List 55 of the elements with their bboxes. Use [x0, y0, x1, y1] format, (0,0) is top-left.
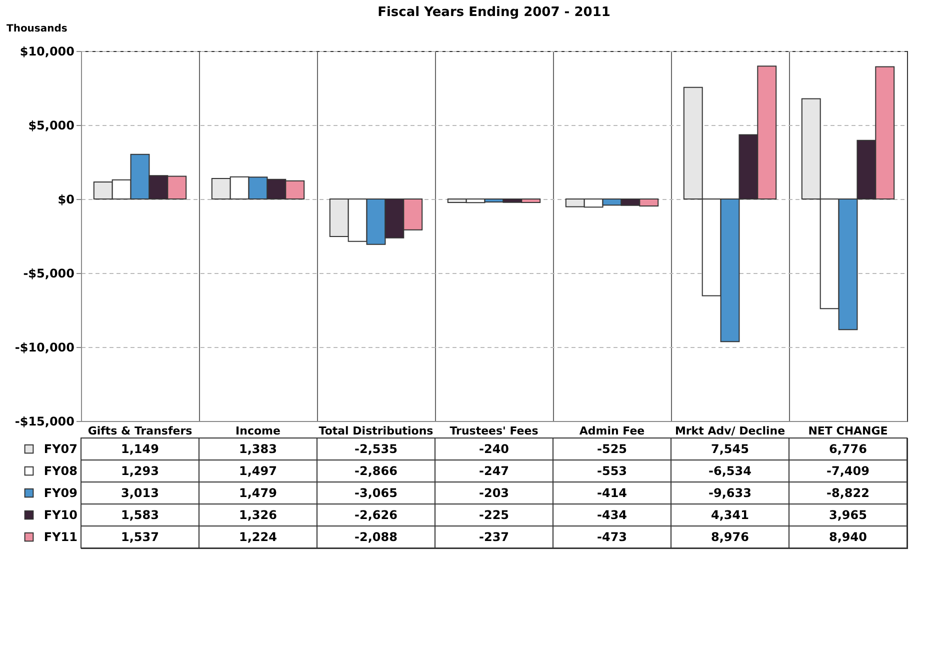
- data-label: 1,537: [121, 530, 159, 544]
- data-label: -2,088: [354, 530, 398, 544]
- x-tick-label: Trustees' Fees: [450, 424, 539, 438]
- data-label: -237: [478, 530, 510, 544]
- x-tick-label: Admin Fee: [579, 424, 645, 438]
- data-label: -203: [478, 486, 510, 500]
- y-tick-label: $0: [58, 192, 74, 206]
- data-label: -2,866: [354, 464, 398, 478]
- data-label: 1,583: [121, 508, 159, 522]
- data-label: -8,822: [826, 486, 870, 500]
- data-label: -473: [596, 530, 628, 544]
- y-tick-label: $5,000: [28, 118, 74, 132]
- data-label: -2,626: [354, 508, 398, 522]
- y-tick-label: -$5,000: [23, 266, 74, 280]
- data-label: -9,633: [708, 486, 752, 500]
- data-label: -2,535: [354, 442, 398, 456]
- y-tick-label: $10,000: [20, 44, 74, 58]
- data-label: 8,940: [829, 530, 867, 544]
- legend-label: FY09: [44, 486, 78, 500]
- x-tick-label: NET CHANGE: [808, 424, 888, 438]
- data-label: 6,776: [829, 442, 867, 456]
- x-tick-label: Total Distributions: [318, 424, 434, 438]
- x-tick-label: Mrkt Adv/ Decline: [674, 424, 786, 438]
- legend-label: FY07: [44, 442, 78, 456]
- data-label: 1,326: [239, 508, 277, 522]
- data-label: 1,224: [239, 530, 277, 544]
- data-label: -434: [596, 508, 628, 522]
- data-label: -7,409: [826, 464, 870, 478]
- data-label: -240: [478, 442, 510, 456]
- y-tick-label: -$10,000: [14, 340, 74, 354]
- y-axis-title: Thousands: [6, 24, 68, 34]
- legend-label: FY11: [44, 530, 78, 544]
- data-label: -553: [596, 464, 628, 478]
- data-label: 1,479: [239, 486, 277, 500]
- data-label: 3,965: [829, 508, 867, 522]
- data-label: 4,341: [711, 508, 749, 522]
- chart-title: Fiscal Years Ending 2007 - 2011: [378, 5, 610, 20]
- data-label: -6,534: [708, 464, 752, 478]
- data-label: 3,013: [121, 486, 159, 500]
- data-label: -414: [596, 486, 628, 500]
- data-label: -225: [478, 508, 510, 522]
- data-label: 1,497: [239, 464, 277, 478]
- data-label: 1,149: [121, 442, 159, 456]
- y-tick-label: -$15,000: [14, 414, 74, 428]
- x-tick-label: Income: [236, 424, 280, 438]
- data-label: -247: [478, 464, 510, 478]
- legend-label: FY10: [44, 508, 78, 522]
- data-label: -3,065: [354, 486, 398, 500]
- data-label: -525: [596, 442, 628, 456]
- data-label: 8,976: [711, 530, 749, 544]
- data-label: 1,293: [121, 464, 159, 478]
- data-label: 1,383: [239, 442, 277, 456]
- x-tick-label: Gifts & Transfers: [88, 424, 193, 438]
- legend-label: FY08: [44, 464, 78, 478]
- data-label: 7,545: [711, 442, 749, 456]
